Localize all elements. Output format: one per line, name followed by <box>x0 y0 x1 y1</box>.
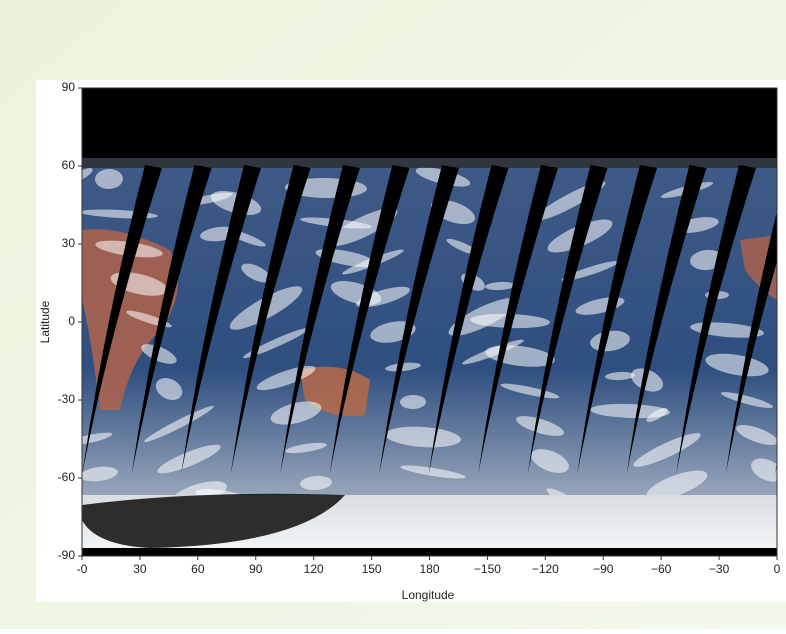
x-tick-label: −150 <box>474 562 501 576</box>
y-axis-label: Latitude <box>38 300 52 343</box>
y-tick-label: 0 <box>68 314 75 328</box>
x-tick-label: −30 <box>709 562 730 576</box>
night-band <box>82 88 777 158</box>
y-tick-label: -90 <box>58 548 76 562</box>
x-tick-label: −60 <box>651 562 672 576</box>
x-tick-label: −90 <box>593 562 614 576</box>
x-axis-label: Longitude <box>402 588 455 602</box>
x-tick-label: 120 <box>304 562 324 576</box>
y-tick-label: -60 <box>58 470 76 484</box>
x-tick-label: 60 <box>191 562 205 576</box>
x-tick-label: 150 <box>362 562 382 576</box>
x-tick-label: -0 <box>77 562 88 576</box>
satellite-image <box>65 88 786 556</box>
x-tick-label: 90 <box>249 562 263 576</box>
x-tick-label: 30 <box>133 562 147 576</box>
slide: Longitude Latitude -90 -60 -30 0 30 60 90 -0 30 6… <box>0 0 786 629</box>
x-tick-label: 180 <box>419 562 439 576</box>
bottom-band <box>82 548 777 556</box>
y-tick-label: 90 <box>62 80 76 94</box>
page: Longitude Latitude -90 -60 -30 0 30 60 90 -0 30 6… <box>0 0 786 629</box>
y-tick-label: 60 <box>62 158 76 172</box>
y-tick-label: 30 <box>62 236 76 250</box>
dusk-band <box>82 158 777 168</box>
x-tick-label: 0 <box>774 562 781 576</box>
y-tick-label: -30 <box>58 392 76 406</box>
x-tick-label: −120 <box>532 562 559 576</box>
